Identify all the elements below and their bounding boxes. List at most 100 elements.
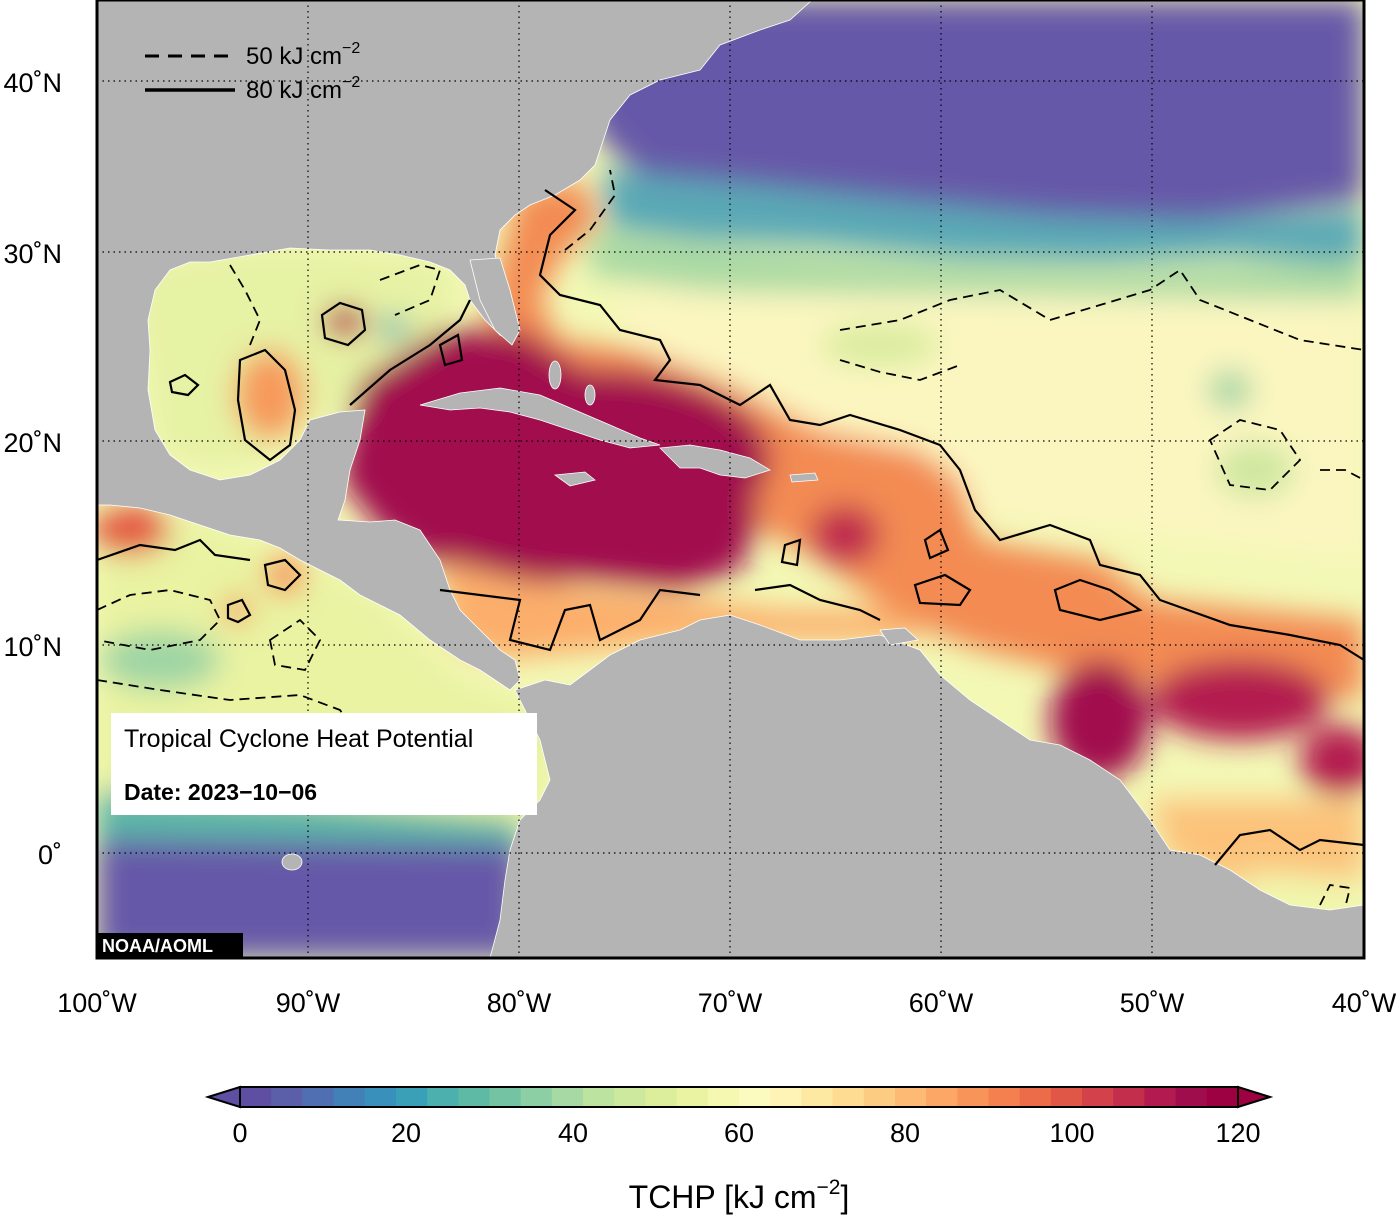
colorbar-cell bbox=[926, 1087, 958, 1107]
colorbar: 0 20 40 60 80 100 120 TCHP [kJ cm−2] bbox=[204, 1085, 1274, 1215]
colorbar-tick: 0 bbox=[232, 1118, 247, 1148]
solid-legend-label: 80 kJ cm−2 bbox=[246, 74, 360, 104]
contour-80-south bbox=[1214, 828, 1364, 866]
colorbar-cell bbox=[863, 1087, 896, 1107]
colorbar-tick: 40 bbox=[558, 1118, 588, 1148]
colorbar-cell bbox=[458, 1087, 491, 1107]
colorbar-cell bbox=[333, 1087, 366, 1107]
contour-80-small bbox=[168, 373, 200, 397]
colorbar-cell bbox=[1019, 1087, 1052, 1107]
colorbar-cell bbox=[1082, 1087, 1114, 1107]
colorbar-cell bbox=[520, 1087, 553, 1107]
colorbar-cell bbox=[832, 1087, 865, 1107]
colorbar-cell bbox=[1113, 1087, 1146, 1107]
info-date: Date: 2023−10−06 bbox=[124, 779, 317, 805]
contour-50-band bbox=[839, 268, 1364, 351]
bahamas-island bbox=[548, 360, 562, 390]
colorbar-cell bbox=[395, 1087, 428, 1107]
info-box: Tropical Cyclone Heat Potential Date: 20… bbox=[111, 713, 537, 815]
colorbar-title: TCHP [kJ cm−2] bbox=[629, 1176, 850, 1215]
contour-80-pacific-loop bbox=[263, 558, 302, 592]
credit-badge: NOAA/AOML bbox=[97, 933, 243, 958]
contour-50-pacific3 bbox=[97, 679, 361, 741]
tchp-field bbox=[97, 0, 1364, 958]
contour-80-windward bbox=[754, 583, 881, 621]
contour-50-north bbox=[564, 169, 616, 251]
contour-80-loop-small bbox=[438, 333, 464, 367]
contour-80-gulf-east bbox=[349, 299, 471, 406]
map-frame bbox=[95, 0, 1366, 960]
cuba-land bbox=[419, 387, 661, 449]
colorbar-cell bbox=[957, 1087, 990, 1107]
lat-label: 40˚N bbox=[3, 68, 62, 98]
info-title: Tropical Cyclone Heat Potential bbox=[124, 725, 473, 753]
colorbar-cell bbox=[1144, 1087, 1177, 1107]
colorbar-cell bbox=[645, 1087, 678, 1107]
colorbar-cell bbox=[894, 1087, 927, 1107]
contour-50-band2 bbox=[839, 359, 961, 381]
colorbar-tick: 120 bbox=[1215, 1118, 1260, 1148]
colorbar-tick: 80 bbox=[890, 1118, 920, 1148]
contour-50-pacific bbox=[97, 589, 222, 651]
lon-label: 90˚W bbox=[276, 988, 341, 1018]
contour-80-loop-c bbox=[913, 573, 972, 607]
colorbar-cell bbox=[988, 1087, 1021, 1107]
colorbar-cell bbox=[739, 1087, 771, 1107]
contours-80 bbox=[97, 189, 1364, 866]
lon-label: 50˚W bbox=[1120, 988, 1185, 1018]
colorbar-cell bbox=[676, 1087, 709, 1107]
lat-label: 20˚N bbox=[3, 428, 62, 458]
colorbar-tick: 100 bbox=[1049, 1118, 1094, 1148]
colorbar-cell bbox=[551, 1087, 584, 1107]
credit-text: NOAA/AOML bbox=[102, 936, 213, 956]
contour-80-eddy bbox=[320, 301, 367, 347]
colorbar-tick-labels: 0 20 40 60 80 100 120 bbox=[232, 1118, 1260, 1148]
lat-label: 10˚N bbox=[3, 632, 62, 662]
colorbar-cell bbox=[489, 1087, 522, 1107]
colorbar-cell bbox=[302, 1087, 335, 1107]
contour-80-pacific-loop2 bbox=[226, 598, 252, 624]
colorbar-cell bbox=[364, 1087, 397, 1107]
colorbar-cell bbox=[707, 1087, 740, 1107]
jamaica-land bbox=[553, 471, 596, 487]
colorbar-cell bbox=[770, 1087, 802, 1107]
lon-label: 80˚W bbox=[487, 988, 552, 1018]
lon-label: 70˚W bbox=[698, 988, 763, 1018]
lat-axis-labels: 40˚N 30˚N 20˚N 10˚N 0˚ bbox=[3, 68, 62, 870]
colorbar-cell bbox=[1175, 1087, 1208, 1107]
north-america-land bbox=[97, 0, 813, 691]
colorbar-under-arrow bbox=[204, 1085, 241, 1109]
puerto-rico-land bbox=[789, 472, 819, 483]
lat-label: 30˚N bbox=[3, 239, 62, 269]
dashed-legend-label: 50 kJ cm−2 bbox=[246, 40, 360, 70]
info-box-background bbox=[111, 713, 537, 815]
colorbar-cells bbox=[240, 1087, 1239, 1107]
contour-80-loop-d bbox=[1053, 578, 1143, 622]
trinidad-land bbox=[879, 627, 919, 646]
colorbar-cell bbox=[271, 1087, 303, 1107]
colorbar-cell bbox=[801, 1087, 834, 1107]
lat-label: 0˚ bbox=[38, 840, 62, 870]
land-masses bbox=[97, 0, 1364, 958]
contour-80-loop-b bbox=[923, 528, 950, 560]
map-panel: 50 kJ cm−2 80 kJ cm−2 Tropical Cyclone H… bbox=[97, 0, 1364, 958]
florida-land bbox=[469, 257, 521, 346]
contour-80-pacific bbox=[97, 538, 251, 562]
contour-50-east bbox=[1208, 419, 1302, 491]
colorbar-tick: 60 bbox=[724, 1118, 754, 1148]
colorbar-cell bbox=[240, 1087, 272, 1107]
contour-50-east2 bbox=[1320, 469, 1364, 481]
contour-80-loop-a bbox=[780, 538, 802, 567]
colorbar-cell bbox=[427, 1087, 459, 1107]
colorbar-tick: 20 bbox=[391, 1118, 421, 1148]
bahamas-island bbox=[584, 384, 596, 406]
colorbar-cell bbox=[614, 1087, 647, 1107]
south-america-land bbox=[489, 614, 1364, 958]
contour-80-carib-south bbox=[439, 588, 701, 652]
lon-label: 100˚W bbox=[57, 988, 137, 1018]
contour-50-south bbox=[1319, 884, 1352, 909]
colorbar-cell bbox=[1206, 1087, 1239, 1107]
contour-legend: 50 kJ cm−2 80 kJ cm−2 bbox=[145, 40, 360, 104]
galapagos-island bbox=[281, 853, 303, 871]
